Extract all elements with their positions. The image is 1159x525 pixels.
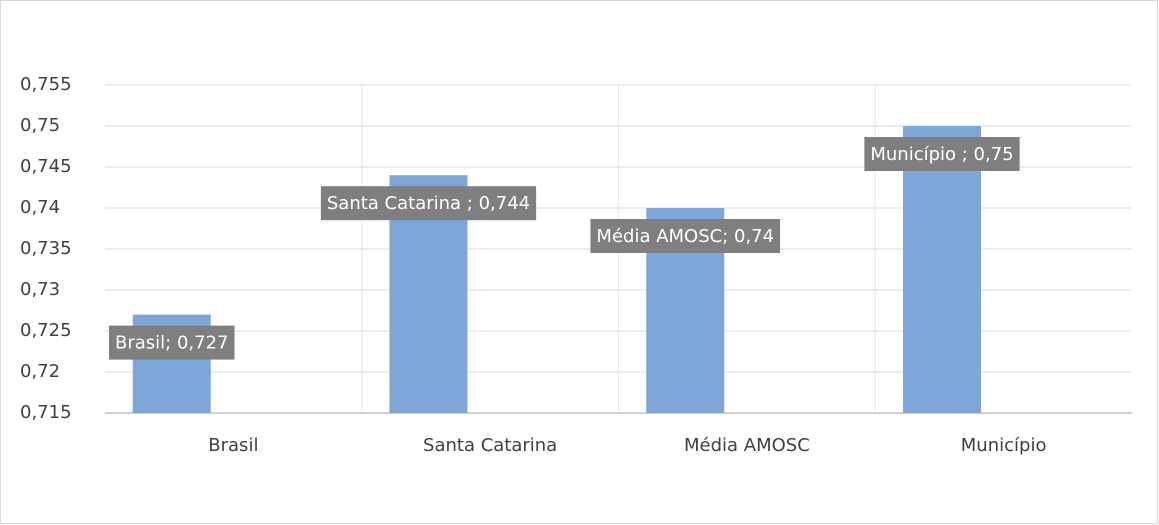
data-label-box <box>320 186 537 221</box>
data-label-box <box>590 219 781 253</box>
y-tick-label: 0,755 <box>20 74 72 95</box>
y-tick-label: 0,725 <box>20 320 72 341</box>
data-label-box <box>864 137 1020 171</box>
data-label: Média AMOSC; 0,74 <box>596 226 774 247</box>
x-tick-label: Brasil <box>208 435 258 456</box>
y-tick-label: 0,745 <box>20 156 72 177</box>
y-tick-label: 0,74 <box>20 197 60 218</box>
y-tick-label: 0,73 <box>20 279 60 300</box>
y-tick-label: 0,75 <box>20 115 60 136</box>
data-label: Brasil; 0,727 <box>115 333 228 354</box>
data-label: Santa Catarina ; 0,744 <box>327 193 530 214</box>
y-tick-label: 0,715 <box>20 402 72 423</box>
y-tick-label: 0,72 <box>20 361 60 382</box>
y-tick-label: 0,735 <box>20 238 72 259</box>
bar <box>903 126 982 413</box>
x-tick-label: Santa Catarina <box>423 435 557 456</box>
data-label: Município ; 0,75 <box>870 144 1013 165</box>
data-label-box <box>109 325 235 360</box>
x-tick-label: Média AMOSC <box>684 435 810 456</box>
x-tick-label: Município <box>961 435 1047 456</box>
